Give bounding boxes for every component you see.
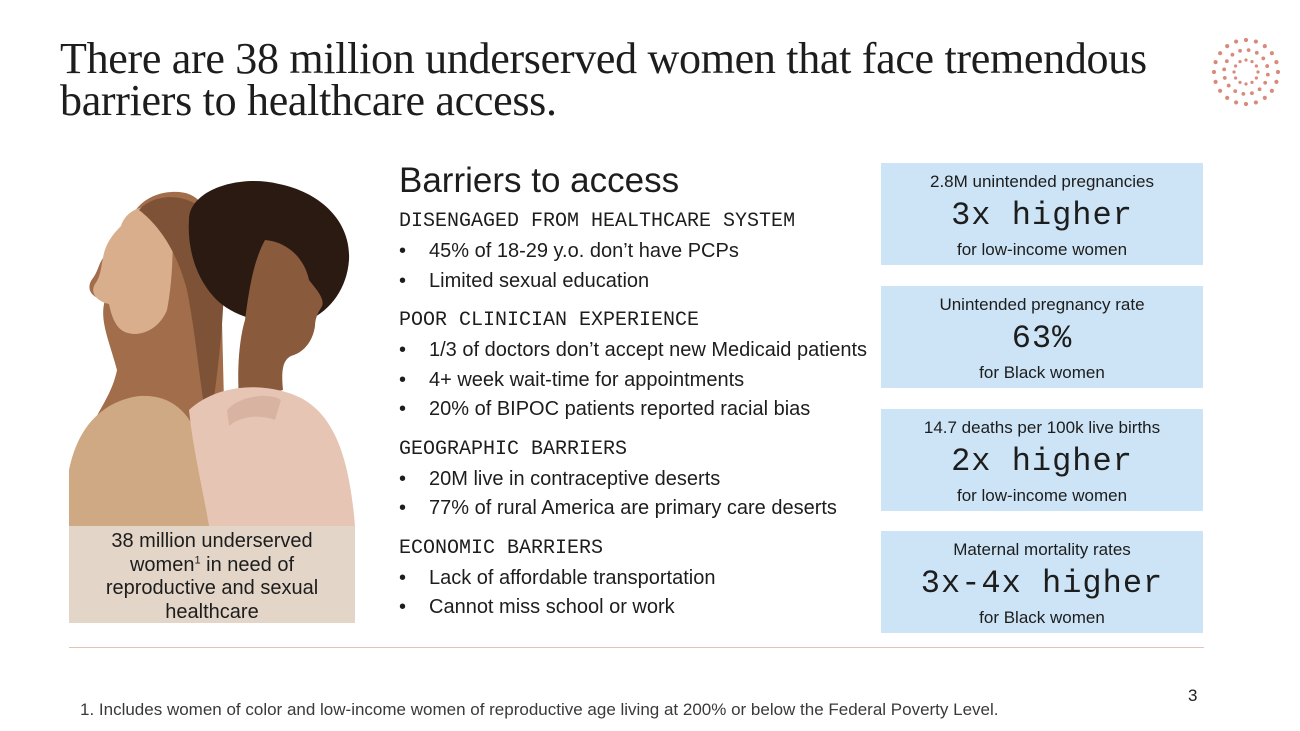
footnote: 1. Includes women of color and low-incom… (80, 700, 999, 719)
caption-text-main: 38 million underserved women (111, 530, 313, 576)
stat-card: 14.7 deaths per 100k live births 2x highe… (881, 409, 1203, 511)
barrier-section: DISENGAGED FROM HEALTHCARE SYSTEM 45% of … (399, 209, 879, 296)
stat-value: 2x higher (951, 443, 1133, 480)
stat-value: 63% (1011, 320, 1073, 357)
barrier-bullet: Limited sexual education (399, 267, 879, 297)
barrier-section-title: GEOGRAPHIC BARRIERS (399, 437, 628, 461)
stat-card: 2.8M unintended pregnancies 3x higher for … (881, 163, 1203, 265)
stat-group: for Black women (979, 608, 1105, 627)
stat-label: 14.7 deaths per 100k live births (923, 418, 1161, 437)
women-profile-photo (69, 170, 355, 526)
stat-card: Maternal mortality rates 3x-4x higher for … (881, 531, 1203, 633)
barrier-section: ECONOMIC BARRIERS Lack of affordable tran… (399, 536, 879, 623)
photo-caption: 38 million underserved women1 in need of… (69, 526, 355, 623)
barrier-bullet: 77% of rural America are primary care de… (399, 494, 879, 524)
barrier-section: GEOGRAPHIC BARRIERS 20M live in contracep… (399, 437, 879, 524)
barrier-bullet: 1/3 of doctors don’t accept new Medicaid… (399, 336, 879, 366)
barrier-bullet: Cannot miss school or work (399, 593, 879, 623)
barrier-bullet: Lack of affordable transportation (399, 564, 879, 594)
stat-label: Unintended pregnancy rate (939, 295, 1145, 314)
barrier-section-title: ECONOMIC BARRIERS (399, 536, 604, 560)
stat-group: for low-income women (956, 486, 1128, 505)
page-number: 3 (1188, 686, 1198, 705)
barrier-bullet: 20M live in contraceptive deserts (399, 465, 879, 495)
barrier-bullet: 45% of 18-29 y.o. don’t have PCPs (399, 237, 879, 267)
footer-divider (69, 647, 1204, 648)
footnote-marker: 1 (194, 553, 201, 566)
stat-value: 3x higher (951, 197, 1133, 234)
stat-group: for low-income women (956, 240, 1128, 259)
stat-card: Unintended pregnancy rate 63% for Black wo… (881, 286, 1203, 388)
barrier-section-title: DISENGAGED FROM HEALTHCARE SYSTEM (399, 210, 796, 233)
stat-value: 3x-4x higher (920, 565, 1164, 602)
barrier-section: POOR CLINICIAN EXPERIENCE 1/3 of doctors … (399, 308, 879, 425)
slide-title: There are 38 million underserved women t… (60, 34, 1147, 125)
barriers-heading: Barriers to access (399, 161, 680, 200)
stat-group: for Black women (979, 363, 1105, 382)
stat-label: Maternal mortality rates (953, 540, 1131, 559)
barrier-section-title: POOR CLINICIAN EXPERIENCE (399, 309, 700, 332)
barriers-sections: DISENGAGED FROM HEALTHCARE SYSTEM 45% of … (399, 209, 879, 623)
barrier-bullet: 4+ week wait-time for appointments (399, 366, 879, 396)
barriers-panel: Barriers to access DISENGAGED FROM HEALT… (399, 160, 879, 635)
sunburst-logo-icon (1211, 37, 1281, 107)
barrier-bullet: 20% of BIPOC patients reported racial bi… (399, 395, 879, 425)
caption-text-rest: in need of reproductive and sexual healt… (105, 553, 319, 623)
stat-label: 2.8M unintended pregnancies (930, 172, 1154, 191)
